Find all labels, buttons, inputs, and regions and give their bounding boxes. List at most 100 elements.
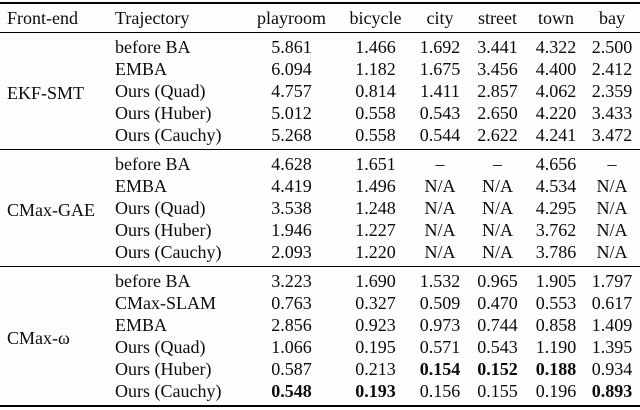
- trajectory-label: EMBA: [115, 59, 168, 79]
- value-cell: 0.553: [535, 293, 577, 313]
- value-cell: 4.534: [535, 176, 577, 196]
- trajectory-label: before BA: [115, 271, 191, 291]
- value-cell: 2.856: [271, 315, 312, 335]
- value-cell: 0.213: [355, 359, 396, 379]
- column-header-trajectory: Trajectory: [115, 8, 190, 28]
- trajectory-label: Ours (Quad): [115, 337, 206, 357]
- frontend-label: EKF-SMT: [7, 82, 85, 103]
- table-row: CMax-SLAM 0.763 0.327 0.509 0.470 0.553 0.617: [0, 292, 640, 314]
- table-row: Ours (Quad) 4.757 0.814 1.411 2.857 4.062 2.35…: [0, 80, 640, 102]
- value-cell: 1.905: [535, 271, 577, 291]
- value-cell: 1.411: [420, 81, 460, 101]
- table-row: Ours (Huber) 0.587 0.213 0.154 0.152 0.188 0.9…: [0, 358, 640, 380]
- value-cell: 1.409: [591, 315, 633, 335]
- value-cell: 0.544: [419, 125, 461, 145]
- value-cell: N/A: [596, 176, 628, 196]
- value-cell: 1.675: [419, 59, 461, 79]
- value-cell: 0.617: [591, 293, 633, 313]
- value-cell: 0.548: [271, 381, 312, 401]
- table-row: EMBA 6.094 1.182 1.675 3.456 4.400 2.412: [0, 58, 640, 80]
- value-cell: 1.532: [419, 271, 461, 291]
- table-row: Ours (Cauchy) 5.268 0.558 0.544 2.622 4.241 3.…: [0, 124, 640, 150]
- value-cell: 3.538: [271, 198, 312, 218]
- value-cell: 3.472: [591, 125, 633, 145]
- value-cell: –: [493, 154, 502, 174]
- value-cell: 0.543: [477, 337, 518, 357]
- table-row: CMax-ω before BA 3.223 1.690 1.532 0.965 1.905…: [0, 267, 640, 348]
- column-header-bicycle: bicycle: [349, 8, 402, 28]
- table-row: EMBA 4.419 1.496 N/A N/A 4.534 N/A: [0, 175, 640, 197]
- trajectory-label: EMBA: [115, 176, 168, 196]
- column-header-city: city: [426, 8, 454, 28]
- table-row: Ours (Huber) 1.946 1.227 N/A N/A 3.762 N/A: [0, 219, 640, 241]
- value-cell: N/A: [596, 198, 628, 218]
- value-cell: 0.193: [355, 381, 396, 401]
- column-header-bay: bay: [599, 8, 625, 28]
- value-cell: 3.762: [535, 220, 577, 240]
- table-row: CMax-GAE before BA 4.628 1.651 – – 4.656 –: [0, 150, 640, 220]
- value-cell: 0.893: [591, 381, 633, 401]
- frontend-label: CMax-ω: [7, 327, 70, 348]
- value-cell: N/A: [482, 176, 513, 196]
- table-row: Ours (Quad) 3.538 1.248 N/A N/A 4.295 N/A: [0, 197, 640, 219]
- value-cell: 2.412: [591, 59, 633, 79]
- value-cell: 1.066: [271, 337, 312, 357]
- value-cell: 1.466: [355, 37, 396, 57]
- value-cell: 1.692: [419, 37, 461, 57]
- table-header: Front-end Trajectory playroom bicycle ci…: [0, 3, 640, 33]
- value-cell: 4.628: [271, 154, 312, 174]
- value-cell: 1.395: [591, 337, 633, 357]
- value-cell: 0.327: [355, 293, 396, 313]
- frontend-label: CMax-GAE: [7, 199, 95, 220]
- trajectory-label: Ours (Cauchy): [115, 125, 222, 145]
- value-cell: 0.195: [355, 337, 396, 357]
- value-cell: 0.558: [355, 103, 396, 123]
- trajectory-label: Ours (Huber): [115, 359, 212, 379]
- value-cell: 0.934: [591, 359, 633, 379]
- table-row: Ours (Huber) 5.012 0.558 0.543 2.650 4.220 3.4…: [0, 102, 640, 124]
- table-row: Ours (Quad) 1.066 0.195 0.571 0.543 1.190 1.39…: [0, 336, 640, 358]
- value-cell: N/A: [424, 242, 456, 262]
- value-cell: 2.500: [591, 37, 633, 57]
- value-cell: 1.182: [355, 59, 396, 79]
- value-cell: 2.359: [591, 81, 633, 101]
- table-row: EKF-SMT before BA 5.861 1.466 1.692 3.441 4.32…: [0, 33, 640, 103]
- value-cell: 1.248: [355, 198, 396, 218]
- column-header-frontend: Front-end: [7, 8, 78, 28]
- value-cell: 1.220: [355, 242, 396, 262]
- value-cell: 0.188: [535, 359, 577, 379]
- frontend-group: EKF-SMT before BA 5.861 1.466 1.692 3.441 4.32…: [0, 32, 640, 150]
- value-cell: 0.763: [271, 293, 312, 313]
- value-cell: 1.690: [355, 271, 396, 291]
- value-cell: 5.012: [271, 103, 312, 123]
- value-cell: 1.651: [355, 154, 396, 174]
- value-cell: N/A: [482, 242, 513, 262]
- trajectory-label: CMax-SLAM: [115, 293, 217, 313]
- value-cell: –: [607, 154, 617, 174]
- trajectory-label: Ours (Cauchy): [115, 242, 222, 262]
- value-cell: 3.441: [477, 37, 518, 57]
- value-cell: 1.797: [591, 271, 633, 291]
- value-cell: N/A: [424, 220, 456, 240]
- value-cell: 0.923: [355, 315, 396, 335]
- value-cell: 0.587: [271, 359, 312, 379]
- value-cell: 4.400: [535, 59, 577, 79]
- value-cell: 1.496: [355, 176, 396, 196]
- frontend-group: CMax-GAE before BA 4.628 1.651 – – 4.656 – EMBA 4…: [0, 149, 640, 267]
- value-cell: 4.757: [271, 81, 312, 101]
- column-header-town: town: [538, 8, 574, 28]
- trajectory-label: EMBA: [115, 315, 168, 335]
- value-cell: 3.433: [591, 103, 633, 123]
- value-cell: 0.744: [477, 315, 518, 335]
- value-cell: N/A: [596, 220, 628, 240]
- value-cell: 0.152: [477, 359, 518, 379]
- value-cell: N/A: [424, 198, 456, 218]
- value-cell: 4.295: [535, 198, 577, 218]
- value-cell: 0.154: [419, 359, 461, 379]
- column-header-playroom: playroom: [257, 8, 326, 28]
- header-row: Front-end Trajectory playroom bicycle ci…: [0, 3, 640, 33]
- value-cell: 0.543: [419, 103, 461, 123]
- value-cell: 4.241: [535, 125, 577, 145]
- table-row: EMBA 2.856 0.923 0.973 0.744 0.858 1.409: [0, 314, 640, 336]
